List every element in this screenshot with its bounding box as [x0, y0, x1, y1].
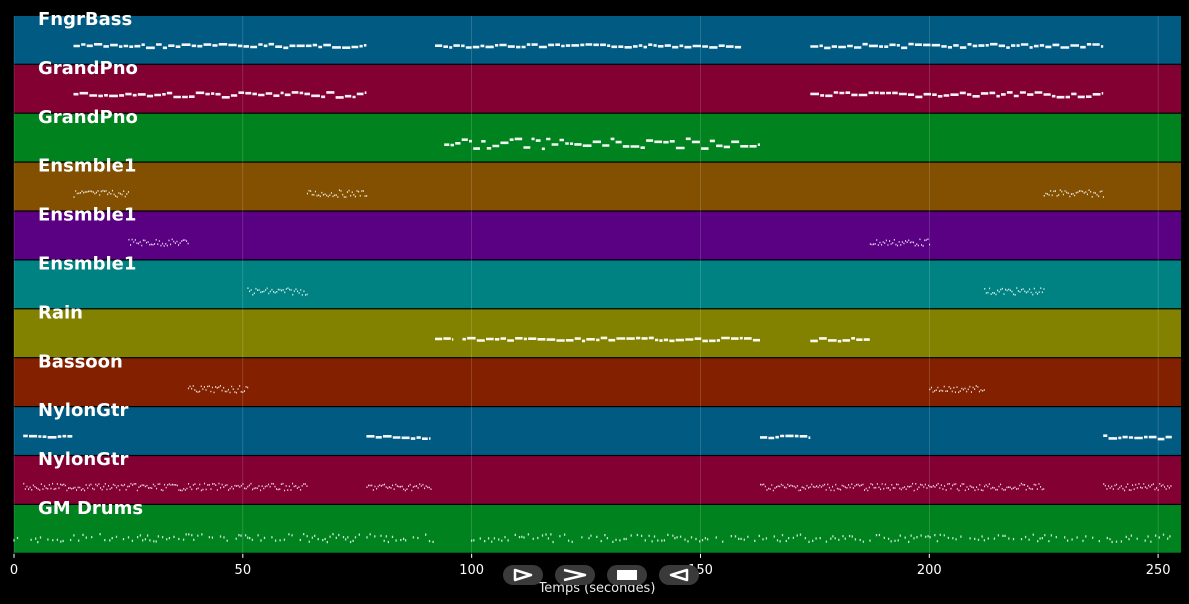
- note-segment: [435, 43, 742, 49]
- note-segment: [1043, 189, 1104, 198]
- transport-controls: [503, 565, 699, 585]
- track-label: GM Drums: [38, 498, 143, 519]
- note-segment: [444, 137, 760, 151]
- track-lane: [14, 211, 1181, 260]
- stop-button[interactable]: [607, 565, 647, 585]
- track-lane: [14, 260, 1181, 309]
- track-label: GrandPno: [38, 107, 138, 128]
- note-segment: [366, 483, 432, 492]
- note-segment: [462, 336, 760, 343]
- note-segment: [73, 189, 129, 198]
- x-tick-label: 50: [235, 563, 252, 578]
- note-segment: [984, 287, 1045, 296]
- note-segment: [1103, 483, 1172, 492]
- note-segment: [760, 482, 1045, 492]
- x-tick-label: 100: [459, 563, 484, 578]
- track-label: Rain: [38, 302, 83, 323]
- note-segment: [187, 385, 249, 394]
- track-label: NylonGtr: [38, 449, 129, 470]
- note-segment: [869, 238, 931, 247]
- note-segment: [810, 337, 870, 343]
- note-segment: [247, 287, 308, 296]
- note-segment: [760, 434, 811, 440]
- note-segment: [366, 435, 431, 440]
- track-label: Ensmble1: [38, 205, 136, 226]
- track-notes: [13, 42, 1172, 544]
- note-segment: [470, 533, 1171, 544]
- track-label: Ensmble1: [38, 156, 136, 177]
- track-label: Ensmble1: [38, 254, 136, 275]
- note-segment: [929, 385, 985, 394]
- chevron-right-icon: [563, 568, 587, 582]
- play-button[interactable]: [503, 565, 543, 585]
- note-segment: [23, 482, 308, 492]
- note-segment: [435, 337, 454, 341]
- track-lane: [14, 64, 1181, 113]
- track-labels: FngrBass GrandPno GrandPno Ensmble1 Ensmble1…: [38, 9, 143, 519]
- x-tick-label: 0: [10, 563, 18, 578]
- track-label: FngrBass: [38, 9, 132, 30]
- track-label: Bassoon: [38, 351, 123, 372]
- track-lanes: [14, 16, 1181, 553]
- note-segment: [128, 238, 189, 247]
- note-segment: [73, 91, 367, 99]
- track-lane: [14, 358, 1181, 406]
- track-lane: [14, 113, 1181, 162]
- play-outline-icon: [513, 568, 533, 582]
- note-segment: [1103, 434, 1172, 441]
- track-label: NylonGtr: [38, 400, 129, 421]
- track-lane: [14, 16, 1181, 64]
- rewind-button[interactable]: [659, 565, 699, 585]
- track-lane: [14, 505, 1181, 553]
- note-segment: [73, 42, 367, 50]
- track-label: GrandPno: [38, 58, 138, 79]
- note-segment: [810, 42, 1104, 50]
- next-button[interactable]: [555, 565, 595, 585]
- note-segment: [306, 189, 368, 198]
- reverse-outline-icon: [669, 568, 689, 582]
- x-tick-label: 200: [917, 563, 942, 578]
- note-segment: [23, 434, 73, 439]
- time-gridlines: [13, 16, 1159, 554]
- note-segment: [13, 533, 434, 544]
- note-segment: [810, 91, 1104, 99]
- track-lane: [14, 162, 1181, 211]
- x-tick-label: 250: [1146, 563, 1171, 578]
- track-lane: [14, 456, 1181, 504]
- stop-icon: [617, 570, 637, 580]
- track-lane: [14, 407, 1181, 455]
- track-lane: [14, 309, 1181, 358]
